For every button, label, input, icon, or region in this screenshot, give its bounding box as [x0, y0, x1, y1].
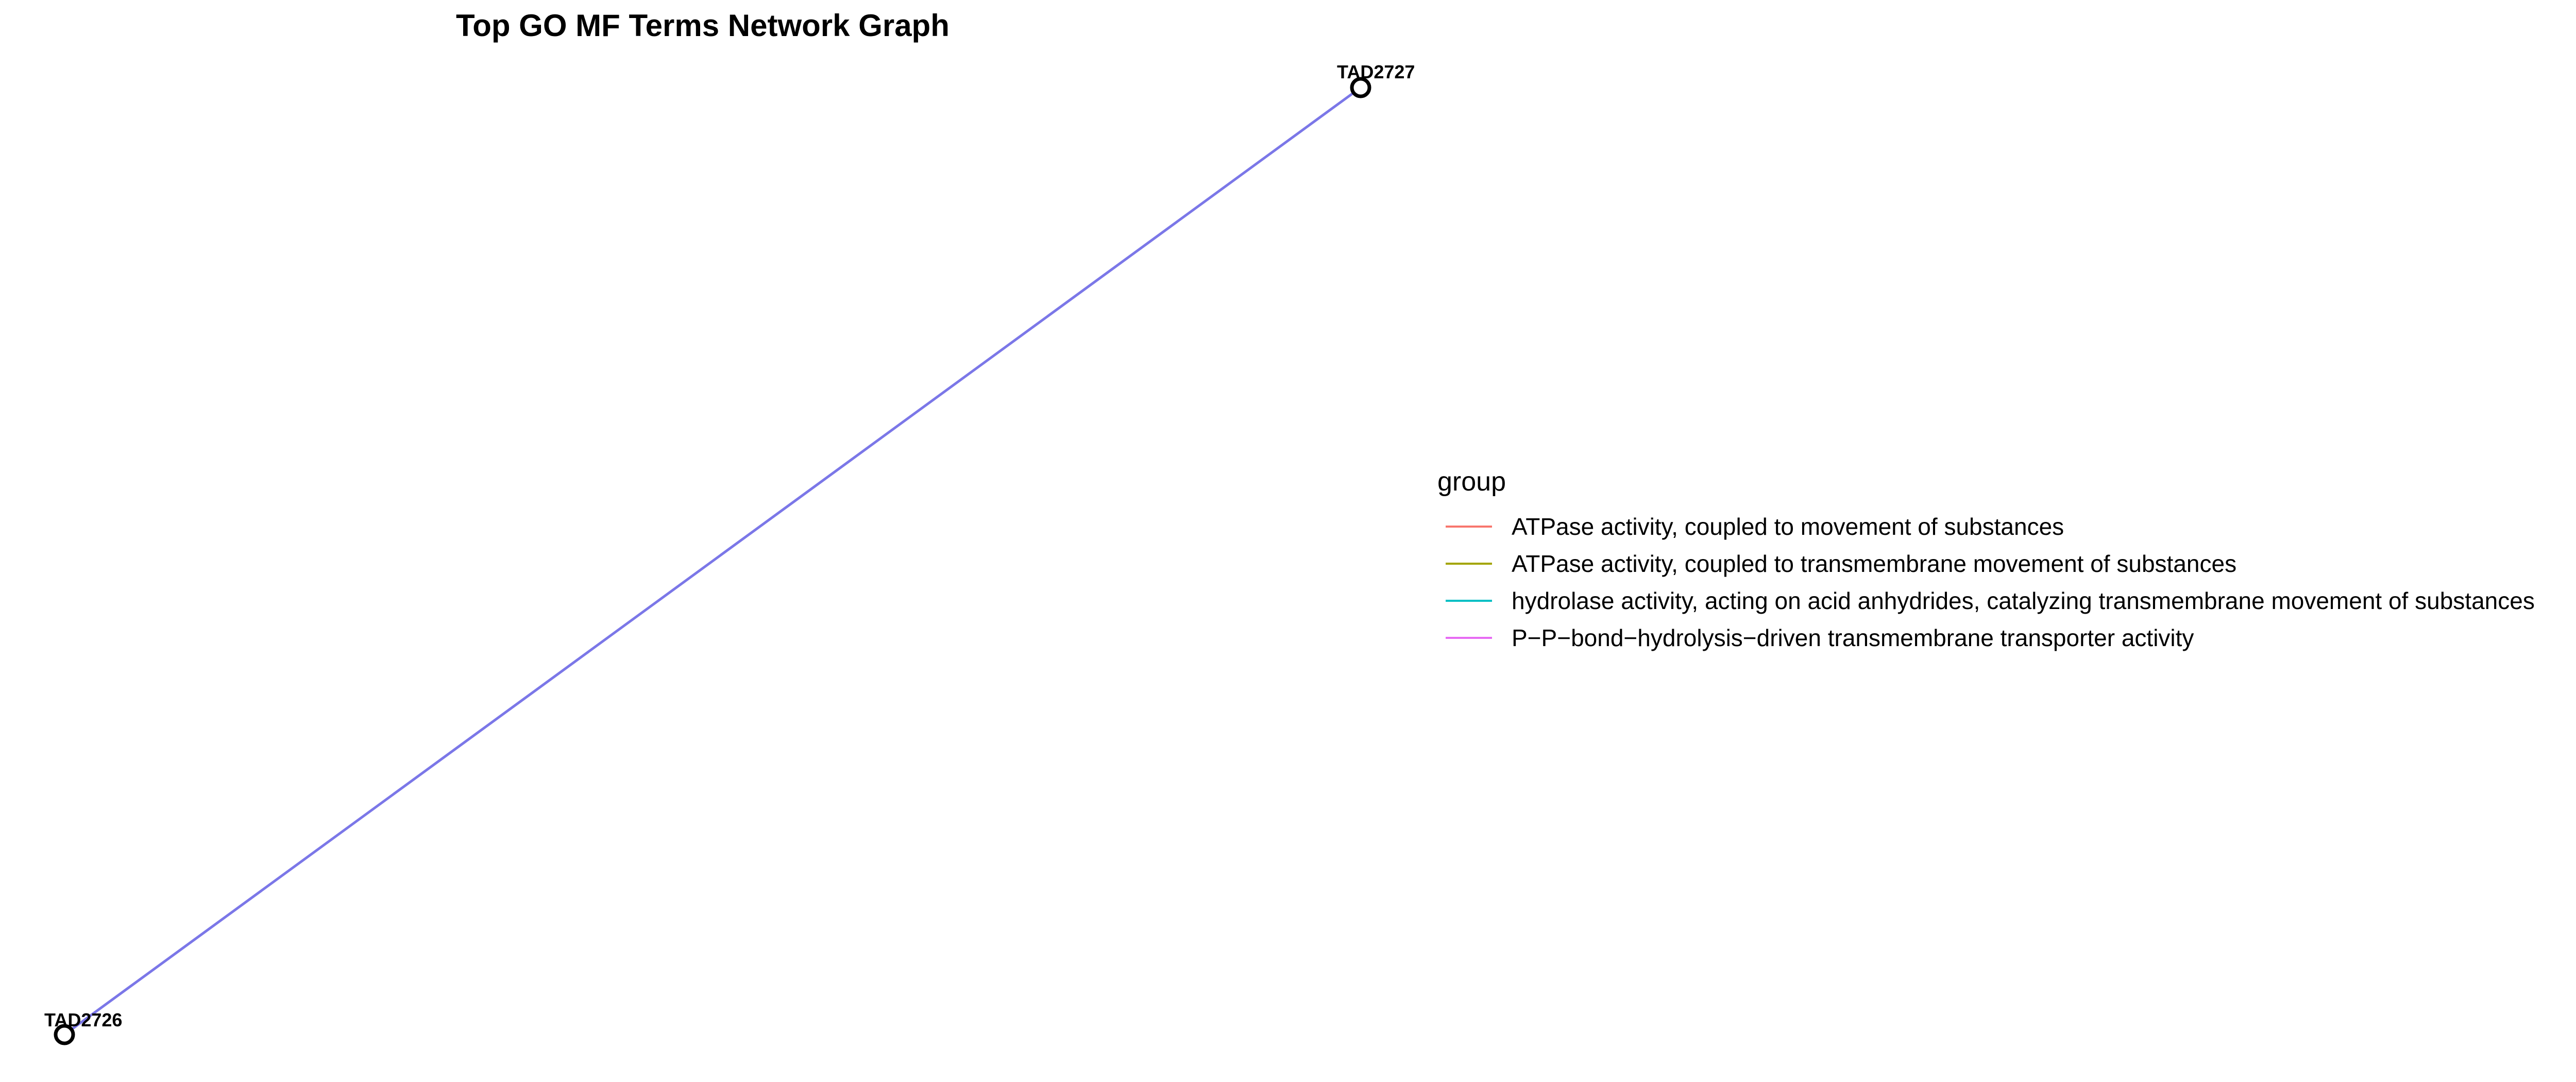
node-circle [1350, 77, 1371, 98]
node-label: TAD2726 [44, 1009, 122, 1030]
legend-item: hydrolase activity, acting on acid anhyd… [1446, 587, 2535, 614]
graph-node: TAD2726 [44, 1009, 122, 1045]
legend-item: ATPase activity, coupled to transmembran… [1446, 550, 2236, 577]
legend-title: group [1437, 467, 1506, 497]
legend-label: ATPase activity, coupled to transmembran… [1512, 550, 2236, 577]
node-label: TAD2727 [1337, 61, 1415, 82]
legend-label: P−P−bond−hydrolysis−driven transmembrane… [1512, 624, 2194, 651]
graph-title: Top GO MF Terms Network Graph [456, 8, 950, 43]
node-layer: TAD2727 TAD2726 [44, 61, 1415, 1045]
legend-label: ATPase activity, coupled to movement of … [1512, 513, 2064, 540]
legend-item: ATPase activity, coupled to movement of … [1446, 513, 2064, 540]
legend-item: P−P−bond−hydrolysis−driven transmembrane… [1446, 624, 2194, 651]
node-circle [54, 1024, 75, 1045]
network-edge [63, 86, 1362, 1036]
legend-label: hydrolase activity, acting on acid anhyd… [1512, 587, 2535, 614]
legend: group ATPase activity, coupled to moveme… [1437, 467, 2535, 651]
edge-layer [63, 86, 1362, 1036]
graph-node: TAD2727 [1337, 61, 1415, 98]
